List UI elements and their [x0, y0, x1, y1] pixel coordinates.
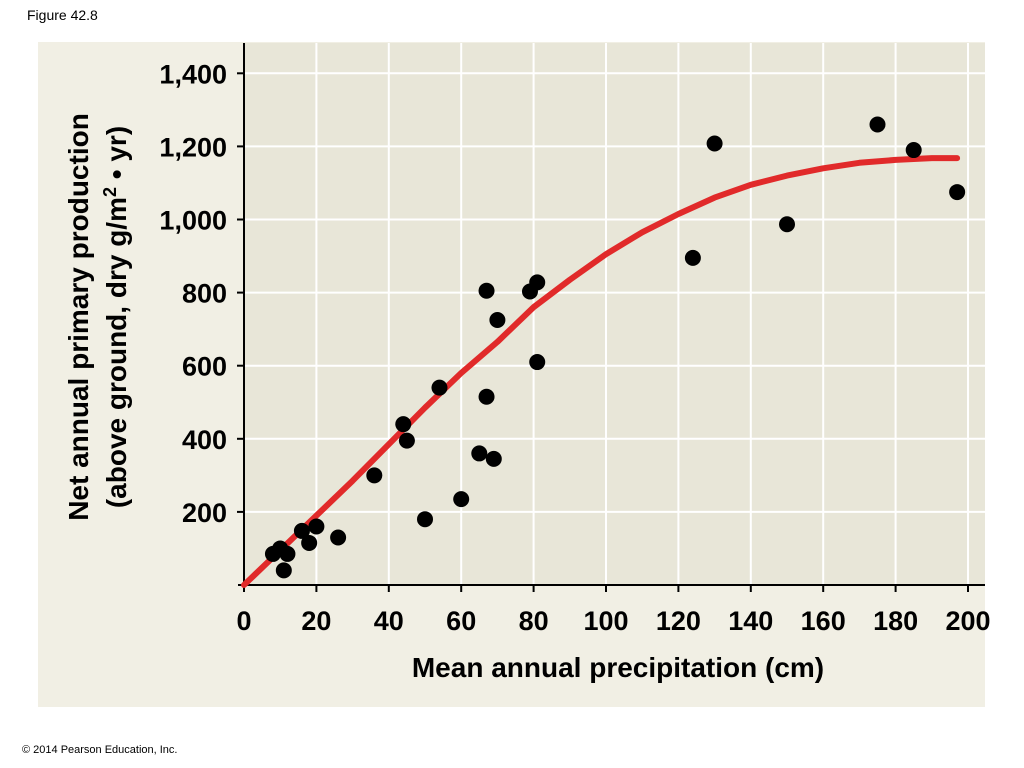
data-point	[431, 379, 448, 396]
x-tick-label: 40	[374, 606, 404, 636]
data-point	[330, 529, 347, 546]
data-point	[949, 184, 966, 201]
x-tick-label: 120	[656, 606, 701, 636]
data-point	[529, 354, 546, 371]
y-tick-label: 1,200	[159, 132, 227, 162]
y-axis-title-line2: (above ground, dry g/m2 • yr)	[100, 126, 132, 508]
x-tick-label: 200	[945, 606, 990, 636]
y-tick-label: 200	[182, 498, 227, 528]
x-tick-label: 140	[728, 606, 773, 636]
y-axis-title-superscript: 2	[100, 187, 120, 197]
y-axis-title-line2-pre: (above ground, dry g/m	[101, 197, 132, 508]
x-tick-label: 0	[236, 606, 251, 636]
data-point	[684, 249, 701, 266]
y-axis-title: Net annual primary production (above gro…	[63, 113, 132, 521]
data-point	[471, 445, 488, 462]
data-point	[478, 388, 495, 405]
y-tick-label: 1,000	[159, 206, 227, 236]
data-point	[301, 534, 318, 551]
x-tick-label: 60	[446, 606, 476, 636]
data-point	[706, 135, 723, 152]
x-tick-label: 160	[801, 606, 846, 636]
data-point	[417, 511, 433, 528]
plot-background	[244, 43, 985, 585]
data-point	[779, 216, 795, 233]
data-point	[395, 416, 412, 433]
x-tick-label: 180	[873, 606, 918, 636]
data-point	[275, 562, 292, 579]
data-point	[485, 450, 502, 467]
figure-label: Figure 42.8	[27, 7, 98, 23]
trend-curve	[241, 155, 961, 588]
x-tick-label: 20	[301, 606, 331, 636]
y-tick-label: 600	[182, 352, 227, 382]
plot-area: 0 20 40 60 80 100 120 140 160 180 200 200 400 600 800 1…	[159, 43, 991, 636]
data-point	[869, 116, 886, 133]
x-tick-label: 100	[583, 606, 628, 636]
data-point	[478, 282, 495, 299]
y-tick-label: 800	[182, 279, 227, 309]
data-point	[398, 432, 415, 449]
y-tick-label: 1,400	[159, 59, 227, 89]
x-tick-label: 80	[519, 606, 549, 636]
y-tick-label: 400	[182, 425, 227, 455]
data-point	[279, 545, 296, 562]
copyright-notice: © 2014 Pearson Education, Inc.	[22, 744, 178, 756]
data-point	[308, 518, 325, 535]
y-axis-title-line2-post: • yr)	[101, 126, 132, 187]
data-point	[293, 522, 310, 539]
y-axis-title-line1: Net annual primary production	[63, 113, 94, 521]
data-point	[905, 142, 922, 159]
data-point	[366, 467, 383, 484]
data-point	[529, 274, 546, 291]
data-point	[453, 491, 470, 508]
x-axis-title: Mean annual precipitation (cm)	[412, 652, 824, 683]
data-point	[489, 312, 506, 329]
